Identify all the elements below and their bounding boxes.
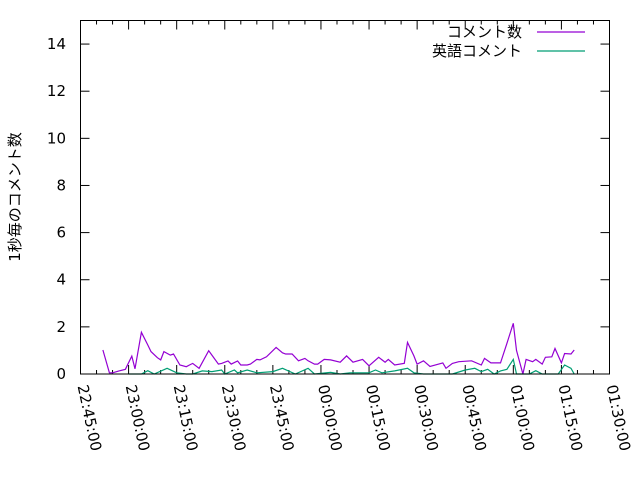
y-tick-label: 10 <box>47 129 66 147</box>
axis-ticks: 0 2 4 6 8 10 12 14 22:45:00 23:00:00 23:15:00 23:30… <box>47 20 635 453</box>
x-tick-label: 00:15:00 <box>362 383 394 453</box>
x-tick-label: 23:45:00 <box>266 383 298 453</box>
x-tick-label: 01:00:00 <box>506 383 538 453</box>
legend-label: コメント数 <box>447 23 522 41</box>
series-lines <box>102 323 575 375</box>
series-line-1 <box>128 357 575 375</box>
legend-label: 英語コメント <box>432 42 522 60</box>
y-tick-label: 0 <box>56 365 66 383</box>
y-tick-label: 4 <box>56 271 66 289</box>
x-tick-label: 00:00:00 <box>314 383 346 453</box>
y-tick-label: 6 <box>56 224 66 242</box>
x-tick-label: 23:30:00 <box>218 383 250 453</box>
y-tick-label: 14 <box>47 35 66 53</box>
x-tick-label: 23:00:00 <box>122 383 154 453</box>
x-tick-label: 01:15:00 <box>554 383 586 453</box>
x-tick-label: 23:15:00 <box>170 383 202 453</box>
x-tick-label: 00:45:00 <box>458 383 490 453</box>
plot-frame <box>80 20 610 375</box>
y-axis-label: 1秒毎のコメント数 <box>6 132 24 262</box>
series-line-0 <box>102 323 575 375</box>
y-tick-label: 12 <box>47 82 66 100</box>
x-tick-label: 01:30:00 <box>603 383 635 453</box>
y-tick-label: 8 <box>56 176 66 194</box>
x-tick-label: 22:45:00 <box>74 383 106 453</box>
y-tick-label: 2 <box>56 318 66 336</box>
x-tick-label: 00:30:00 <box>410 383 442 453</box>
